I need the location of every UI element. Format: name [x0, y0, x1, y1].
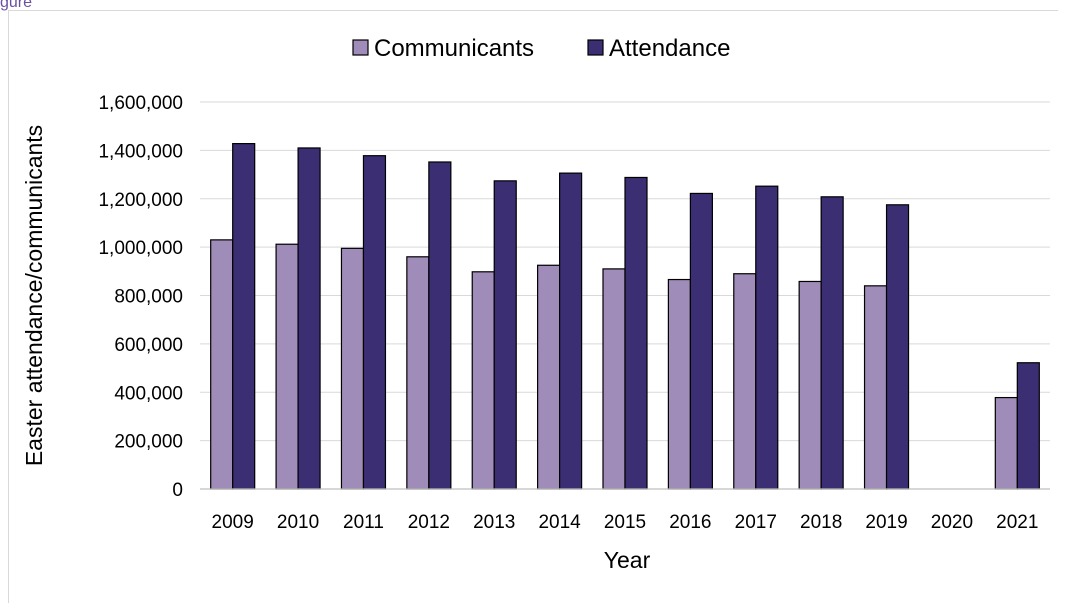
bar-attendance-2021: [1016, 362, 1040, 490]
x-tick-label: 2014: [538, 512, 581, 533]
bar-attendance-2013: [493, 180, 517, 490]
y-tick-label: 800,000: [114, 287, 183, 308]
y-tick-label: 600,000: [114, 335, 183, 356]
bar-communicants-2014: [537, 264, 561, 490]
bar-communicants-2011: [340, 247, 365, 490]
bar-communicants-2018: [798, 280, 822, 490]
bar-attendance-2018: [820, 196, 844, 490]
bar-attendance-2016: [689, 192, 713, 490]
bar-communicants-2015: [602, 268, 626, 490]
figure-caption-fragment: gure: [0, 0, 33, 11]
y-tick-label: 1,400,000: [98, 141, 183, 162]
chart-frame: [8, 10, 1058, 603]
x-axis-title: Year: [604, 547, 651, 573]
bar-attendance-2012: [428, 161, 452, 490]
bar-attendance-2014: [559, 172, 583, 490]
legend-label-communicants: Communicants: [374, 35, 534, 62]
x-tick-label: 2012: [408, 512, 450, 533]
x-tick-label: 2010: [277, 512, 319, 533]
bar-communicants-2009: [210, 239, 234, 490]
bar-attendance-2017: [755, 185, 779, 490]
x-tick-label: 2017: [735, 512, 777, 533]
bar-communicants-2019: [863, 285, 888, 490]
y-tick-label: 400,000: [114, 383, 183, 404]
x-tick-label: 2015: [604, 512, 646, 533]
x-tick-label: 2013: [473, 512, 515, 533]
x-tick-label: 2020: [931, 512, 973, 533]
bar-communicants-2010: [275, 243, 299, 490]
bars: [210, 143, 1040, 490]
x-tick-label: 2016: [669, 512, 711, 533]
x-tick-label: 2009: [212, 512, 254, 533]
legend: Communicants Attendance: [352, 35, 730, 62]
y-tick-label: 1,000,000: [98, 238, 183, 259]
x-tick-label: 2011: [343, 512, 384, 533]
bar-attendance-2011: [362, 155, 387, 490]
x-tick-label: 2021: [996, 512, 1038, 533]
legend-swatch-attendance: [587, 39, 604, 56]
y-axis-ticks: 0 200,000 400,000 600,000 800,000 1,000,000 1,…: [98, 93, 183, 501]
y-axis-title: Easter attendance/communicants: [21, 125, 47, 466]
bar-communicants-2012: [406, 256, 430, 490]
bar-attendance-2015: [624, 176, 648, 490]
y-tick-label: 1,200,000: [98, 190, 183, 211]
y-tick-label: 0: [172, 480, 183, 501]
x-axis-ticks: 2009 2010 2011 2012 2013 2014 2015 2016 2017 2018…: [212, 512, 1039, 533]
bar-attendance-2019: [885, 204, 910, 490]
bar-communicants-2017: [733, 273, 757, 490]
y-tick-label: 1,600,000: [98, 93, 183, 114]
y-tick-label: 200,000: [114, 432, 183, 453]
x-tick-label: 2019: [865, 512, 907, 533]
bar-attendance-2010: [297, 147, 321, 490]
bar-communicants-2016: [667, 278, 691, 490]
legend-label-attendance: Attendance: [609, 35, 730, 62]
x-tick-label: 2018: [800, 512, 842, 533]
bar-attendance-2009: [232, 143, 256, 490]
bar-communicants-2021: [994, 396, 1018, 490]
bar-communicants-2013: [471, 271, 495, 490]
legend-swatch-communicants: [352, 39, 369, 56]
